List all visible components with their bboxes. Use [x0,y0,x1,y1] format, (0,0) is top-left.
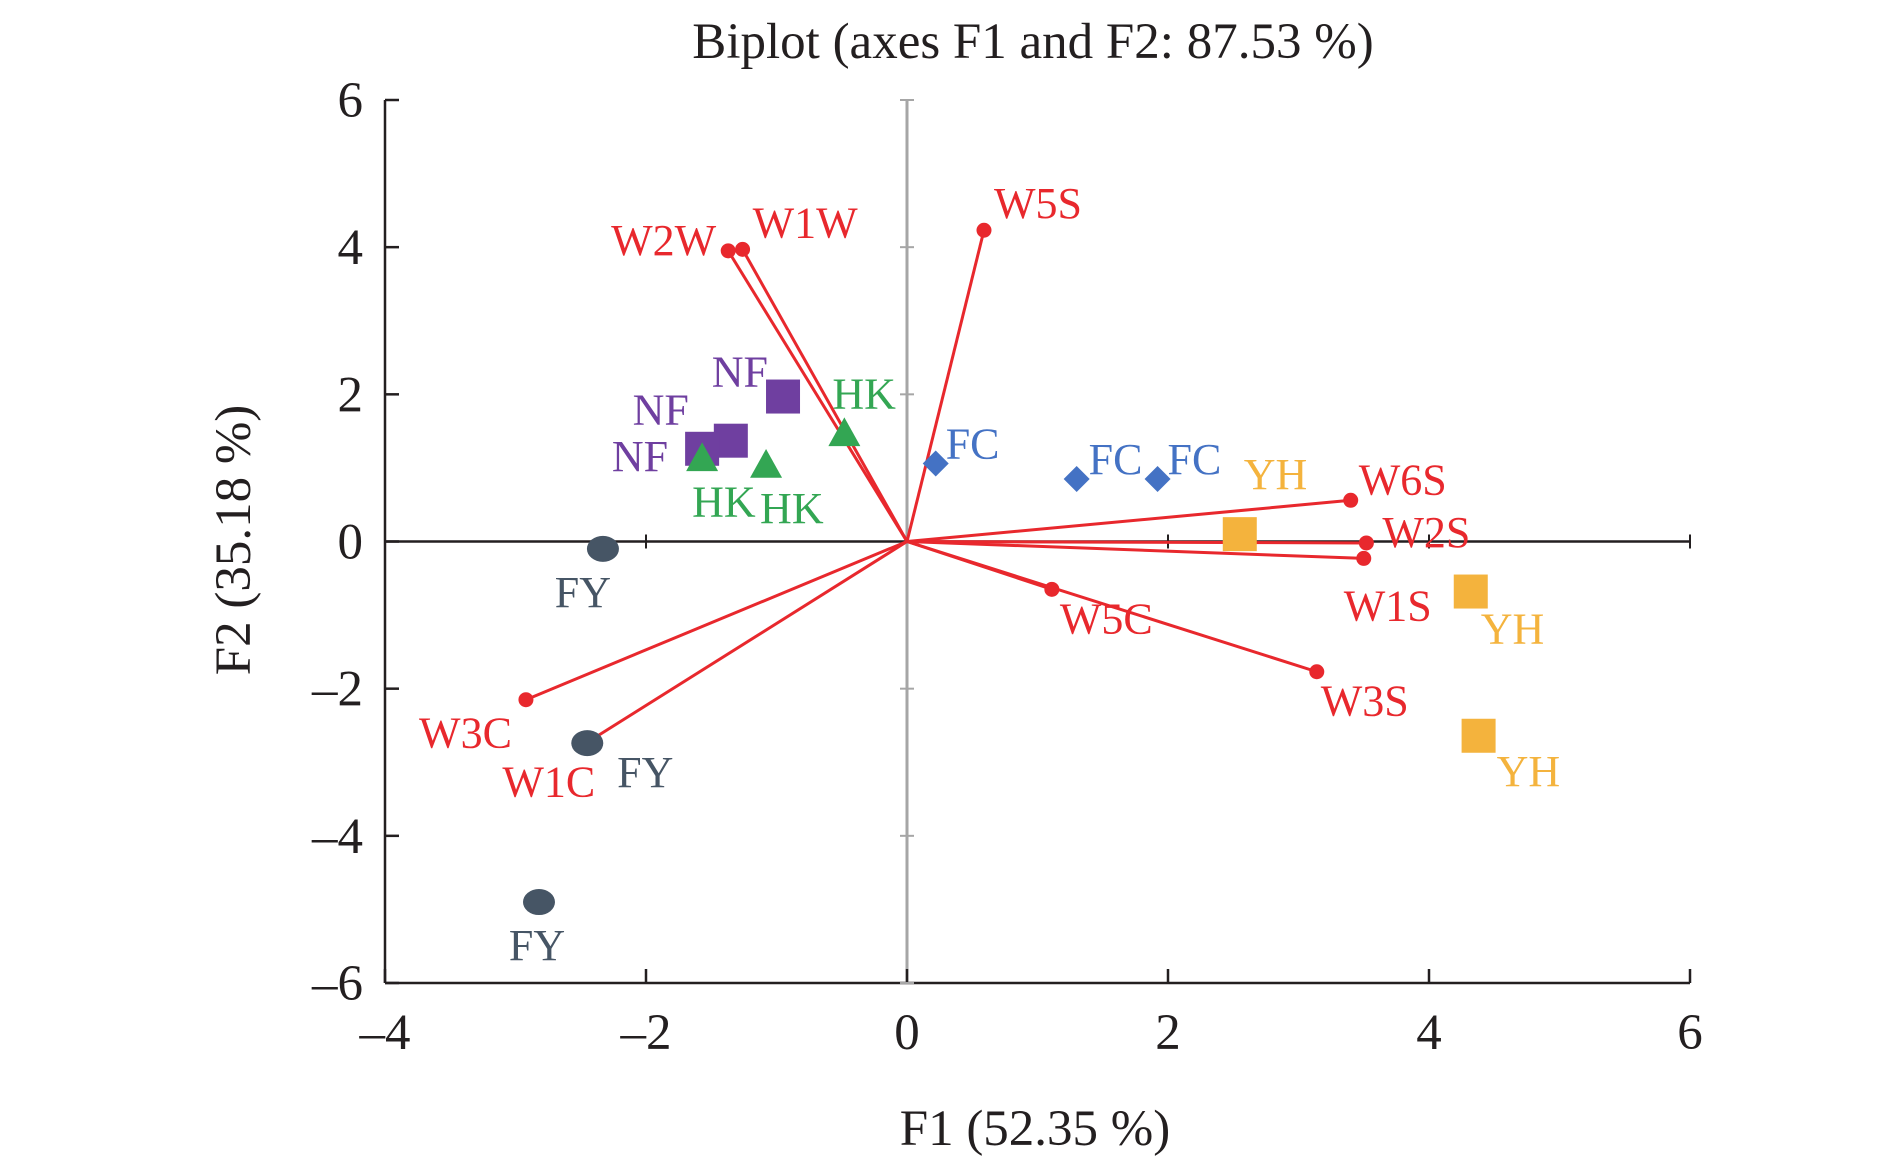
label-w3c: W3C [419,709,512,758]
label-fc: FC [946,420,1000,469]
label-w5s: W5S [994,179,1082,228]
label-w1c: W1C [502,757,595,806]
label-hk: HK [760,484,824,533]
vector-w1c [586,540,908,744]
y-axis-label: F2 (35.18 %) [206,405,262,676]
x-axis-label: F1 (52.35 %) [900,1101,1171,1157]
x-tick-label: 6 [1677,1005,1703,1061]
marker-hk [686,442,719,472]
y-tick-label: 4 [338,220,364,276]
vector-w2w [726,250,909,543]
label-yh: YH [1244,450,1308,499]
vector-tip-w3s [1309,664,1325,680]
marker-nf [766,379,801,414]
label-nf: NF [712,348,768,397]
x-tick-label: 2 [1155,1005,1181,1061]
label-hk: HK [692,477,756,526]
marker-fc [1063,465,1090,492]
marker-fc [922,450,949,477]
x-tick-label: 4 [1416,1005,1442,1061]
y-tick-label: 2 [338,367,364,423]
label-fy: FY [555,568,611,617]
y-tick-label: 6 [338,73,364,129]
label-w1s: W1S [1344,581,1432,630]
vector-w1w [741,248,909,543]
label-fc: FC [1168,435,1222,484]
marker-hk [750,448,783,478]
label-w1w: W1W [753,198,859,247]
vector-w5s [905,229,986,542]
marker-fy [586,535,619,562]
label-hk: HK [832,369,896,418]
y-tick-label: –6 [311,956,363,1012]
label-fc: FC [1089,435,1143,484]
label-w5c: W5C [1060,594,1153,643]
label-fy: FY [509,921,565,970]
vector-w2s [906,540,1367,545]
vector-tip-w5s [976,222,992,238]
x-tick-label: –4 [359,1005,411,1061]
x-tick-label: 0 [894,1005,920,1061]
label-nf: NF [612,432,668,481]
y-tick-label: –4 [311,809,363,865]
vector-tip-w1w [735,241,751,257]
label-yh: YH [1481,605,1545,654]
marker-yh [1461,718,1496,753]
label-w6s: W6S [1359,455,1447,504]
label-w3s: W3S [1321,677,1409,726]
y-tick-label: –2 [311,662,363,718]
marker-fy [522,889,555,916]
marker-nf [713,423,748,458]
label-w2s: W2S [1382,508,1470,557]
label-w2w: W2W [611,216,717,265]
marker-yh [1453,574,1488,609]
variable-vectors [518,222,1374,750]
vector-w6s [906,498,1351,543]
vector-w3c [525,540,908,702]
label-nf: NF [633,386,689,435]
marker-fy [571,730,604,757]
label-yh: YH [1497,747,1561,796]
observation-markers [522,379,1496,916]
vector-tip-w2s [1358,535,1374,551]
marker-fc [1144,465,1171,492]
y-tick-label: 0 [338,515,364,571]
vector-tip-w1s [1356,550,1372,566]
vector-tip-w2w [720,243,736,259]
vector-tip-w6s [1343,492,1359,508]
marker-hk [828,417,861,447]
marker-yh [1222,517,1257,552]
chart-title: Biplot (axes F1 and F2: 87.53 %) [692,14,1373,70]
vector-tip-w3c [518,692,534,708]
x-tick-label: –2 [620,1005,672,1061]
vector-w1s [906,540,1364,560]
vector-w3s [906,540,1318,674]
label-fy: FY [617,748,673,797]
